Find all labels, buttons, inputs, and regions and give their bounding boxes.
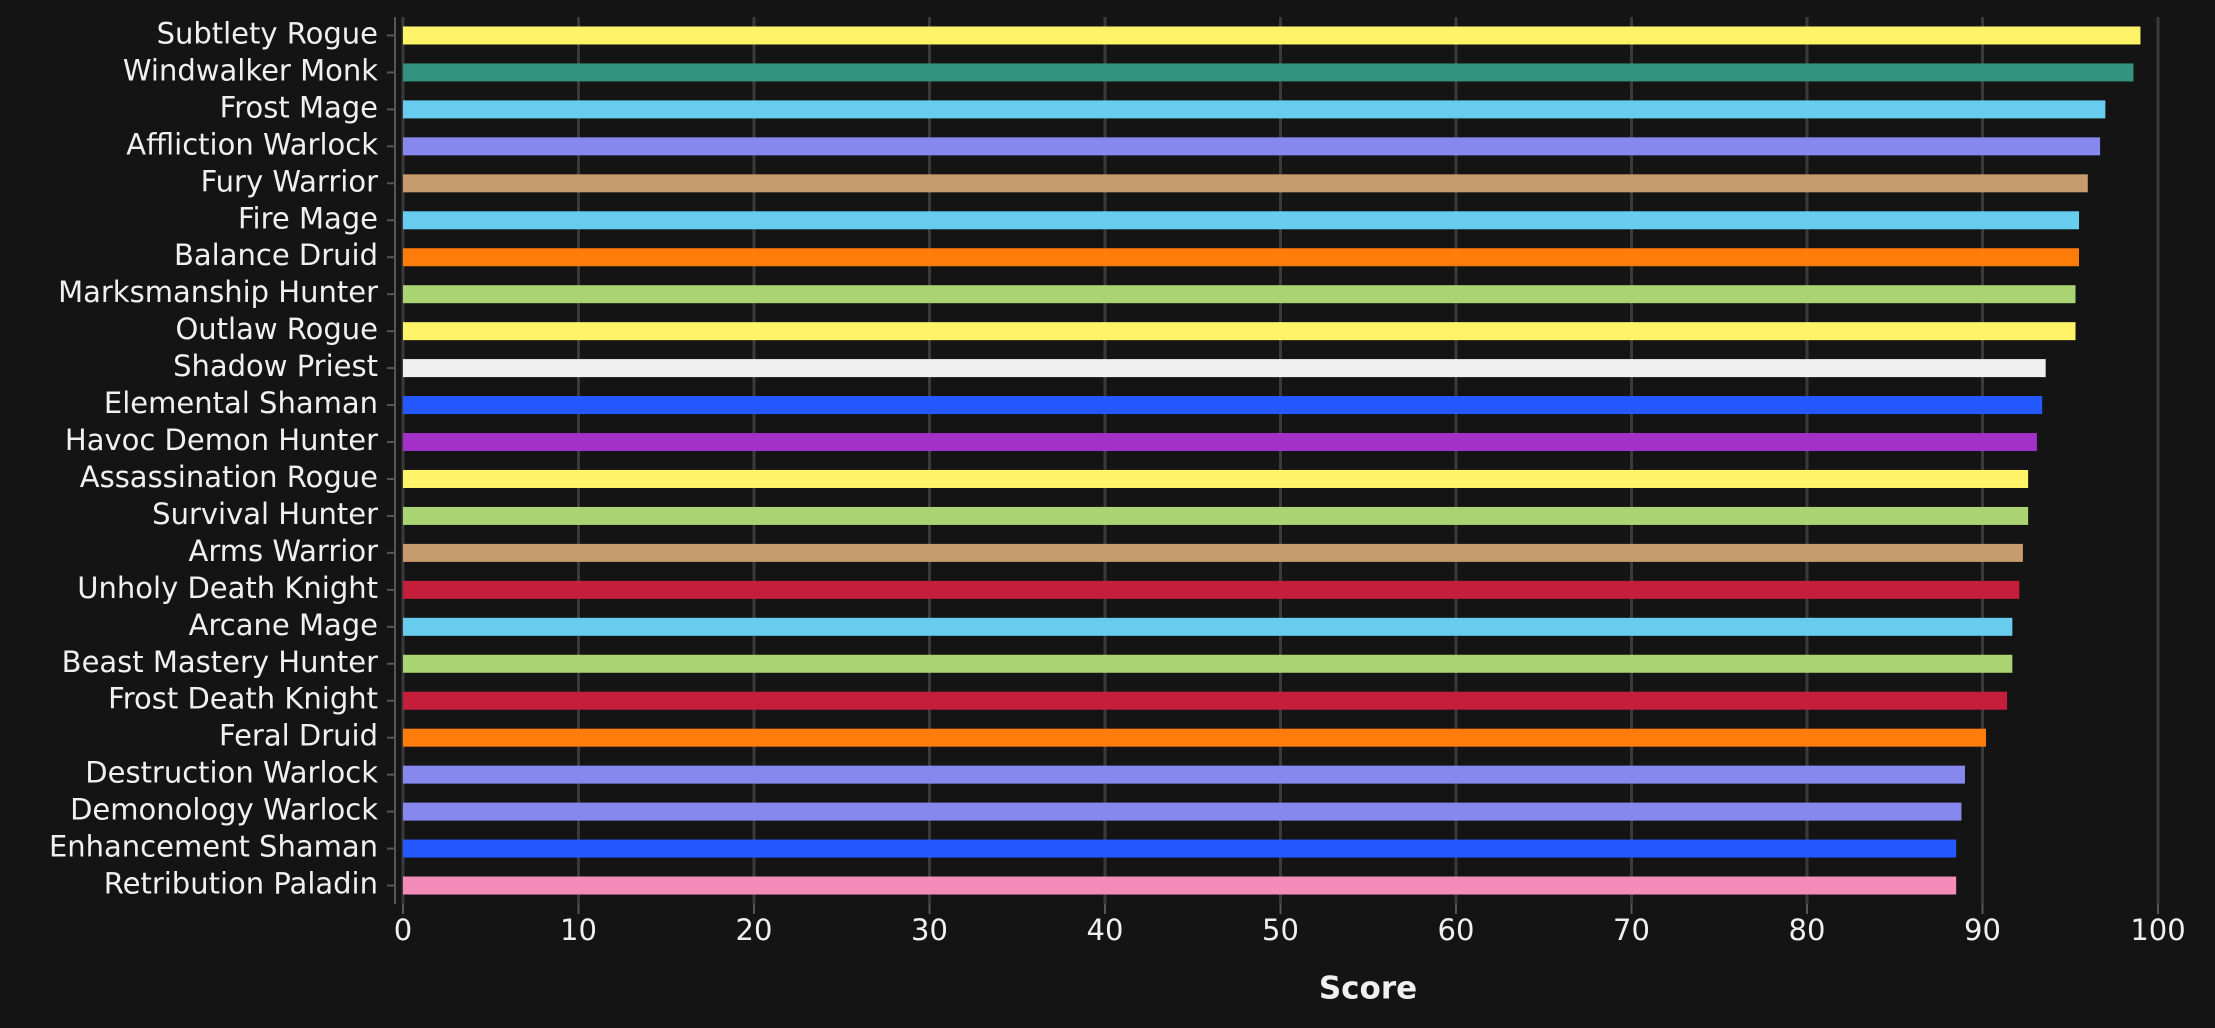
y-tick-label: Demonology Warlock [70, 793, 378, 827]
y-tick-label: Unholy Death Knight [77, 571, 378, 605]
x-tick-label: 80 [1789, 913, 1826, 947]
bar [403, 691, 2008, 710]
bar [403, 506, 2029, 525]
y-tick-label: Windwalker Monk [123, 53, 378, 87]
bar [403, 26, 2141, 45]
bar [403, 765, 1965, 784]
x-tick-label: 30 [911, 913, 948, 947]
y-tick-label: Shadow Priest [173, 349, 378, 383]
x-tick-label: 70 [1613, 913, 1650, 947]
y-tick-label: Fire Mage [238, 201, 378, 235]
y-tick-label: Assassination Rogue [80, 460, 378, 494]
x-tick-label: 50 [1262, 913, 1299, 947]
bar [403, 248, 2080, 267]
bar [403, 359, 2046, 378]
y-tick-label: Arms Warrior [189, 534, 379, 568]
y-tick-label: Elemental Shaman [104, 386, 378, 420]
y-tick-label: Survival Hunter [152, 497, 378, 531]
x-tick-label: 40 [1087, 913, 1124, 947]
y-tick-label: Feral Druid [219, 719, 378, 753]
y-tick-label: Destruction Warlock [85, 756, 378, 790]
y-tick-label: Subtlety Rogue [157, 16, 378, 50]
bar [403, 211, 2080, 230]
bar [403, 285, 2076, 304]
y-tick-label: Affliction Warlock [126, 127, 378, 161]
x-axis-title: Score [1319, 971, 1417, 1007]
y-tick-label: Beast Mastery Hunter [62, 645, 378, 679]
bar [403, 580, 2020, 599]
bar [403, 728, 1987, 747]
x-tick-label: 10 [560, 913, 597, 947]
bar [403, 617, 2013, 636]
bar [403, 63, 2134, 82]
bar [403, 396, 2043, 415]
y-tick-label: Retribution Paladin [104, 867, 378, 901]
bar [403, 100, 2106, 119]
x-tick-label: 90 [1964, 913, 2001, 947]
bar [403, 322, 2076, 341]
y-tick-label: Fury Warrior [201, 164, 379, 198]
bar [403, 654, 2013, 673]
x-tick-label: 0 [394, 913, 412, 947]
x-tick-label: 20 [736, 913, 773, 947]
x-tick-label: 100 [2130, 913, 2185, 947]
y-tick-label: Havoc Demon Hunter [65, 423, 378, 457]
bar [403, 174, 2088, 193]
bar [403, 469, 2029, 488]
x-tick-label: 60 [1438, 913, 1475, 947]
y-tick-label: Frost Mage [220, 90, 378, 124]
y-tick-label: Balance Druid [174, 238, 378, 272]
bar [403, 802, 1962, 821]
y-tick-label: Outlaw Rogue [175, 312, 378, 346]
bar [403, 137, 2101, 156]
y-tick-label: Enhancement Shaman [49, 830, 378, 864]
bar [403, 543, 2023, 562]
y-tick-label: Arcane Mage [189, 608, 378, 642]
bar [403, 433, 2037, 452]
y-tick-label: Marksmanship Hunter [58, 275, 378, 309]
bar [403, 876, 1957, 895]
y-tick-label: Frost Death Knight [108, 682, 378, 716]
bar [403, 839, 1957, 858]
